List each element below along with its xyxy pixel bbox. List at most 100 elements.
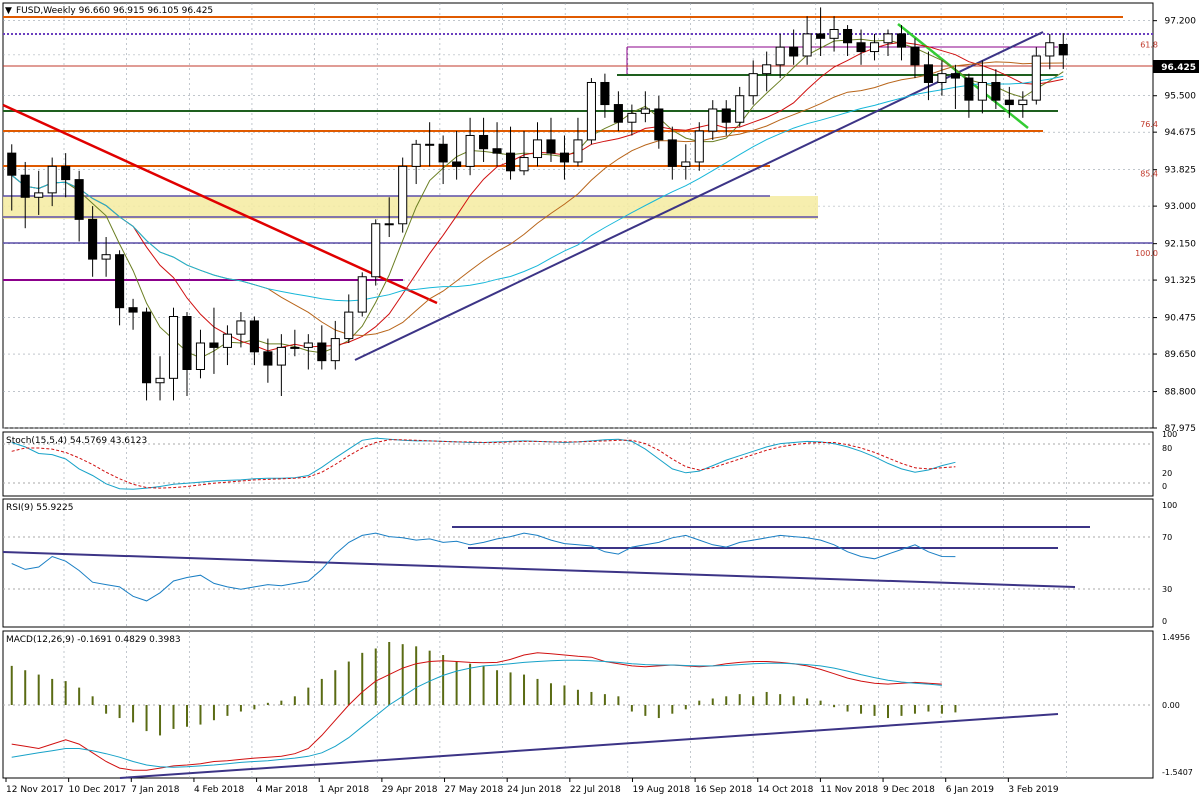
candle-body <box>1018 99 1028 106</box>
price-tick-label: 95.500 <box>1165 92 1197 102</box>
chart-title-icon[interactable]: ▼ <box>5 6 12 16</box>
candle-body <box>573 139 583 163</box>
stoch-tick-label: 20 <box>1162 469 1172 478</box>
rsi-tick-label: 0 <box>1162 617 1167 626</box>
candle-body <box>802 33 812 57</box>
candle-body <box>600 81 610 106</box>
candle-body <box>667 139 677 167</box>
price-tick-label: 87.975 <box>1165 424 1197 434</box>
candle-body <box>209 342 219 348</box>
candle-body <box>1058 44 1068 56</box>
candle-body <box>762 64 772 75</box>
candle-body <box>88 218 98 260</box>
candle-body <box>425 143 435 146</box>
macd-tick-label: 1.4956 <box>1162 633 1190 642</box>
fib-level-label: 85.4 <box>1140 170 1158 179</box>
candle-body <box>681 161 691 167</box>
candle-body <box>964 77 974 101</box>
candle-body <box>532 139 543 159</box>
candle-body <box>991 81 1001 101</box>
time-tick-label: 3 Feb 2019 <box>1008 785 1059 795</box>
time-tick-label: 10 Dec 2017 <box>69 785 127 795</box>
candle-body <box>344 311 354 340</box>
candle-body <box>411 143 421 167</box>
candle-body <box>896 33 907 48</box>
stoch-label: Stoch(15,5,4) 54.5769 43.6123 <box>6 436 147 446</box>
time-tick-label: 12 Nov 2017 <box>6 785 64 795</box>
candle-body <box>721 108 731 123</box>
rsi-tick-label: 70 <box>1162 533 1172 542</box>
candle-body <box>330 338 340 362</box>
candle-body <box>155 377 165 384</box>
candle-body <box>559 152 570 163</box>
candle-body <box>829 28 839 39</box>
candle-body <box>182 316 192 370</box>
price-axis: 97.200 95.500 94.675 93.825 93.000 92.150 91.3… <box>1153 17 1196 434</box>
fib-level-label: 100.0 <box>1135 249 1158 258</box>
last-price-box <box>1153 60 1199 73</box>
candle-body <box>74 179 84 220</box>
candle-body <box>613 104 623 123</box>
candle-body <box>276 346 286 366</box>
time-tick-label: 9 Dec 2018 <box>883 785 935 795</box>
rsi-line <box>11 532 956 602</box>
candle-body <box>843 28 853 44</box>
price-tick-label: 93.825 <box>1165 166 1197 176</box>
price-tick-label: 91.325 <box>1165 276 1197 286</box>
candle-body <box>249 320 259 353</box>
candlestick-series[interactable] <box>7 7 1068 401</box>
candle-body <box>384 223 394 226</box>
candle-body <box>222 333 232 348</box>
time-tick-label: 7 Jan 2018 <box>131 785 179 795</box>
candle-body <box>101 254 111 260</box>
macd-tick-label: -1.5407 <box>1162 768 1193 777</box>
stoch-signal-line <box>11 439 956 489</box>
candle-body <box>950 73 960 79</box>
candle-body <box>505 152 516 172</box>
candle-body <box>1045 42 1055 57</box>
candle-body <box>7 152 17 176</box>
candle-body <box>708 108 718 132</box>
stoch-main-line <box>11 437 956 490</box>
candle-body <box>263 351 273 366</box>
candle-body <box>20 174 30 198</box>
stoch-panel[interactable] <box>2 431 1154 497</box>
price-tick-label: 93.000 <box>1165 202 1197 212</box>
candle-body <box>654 108 664 141</box>
candle-body <box>1004 99 1014 106</box>
price-tick-label: 90.475 <box>1165 314 1197 324</box>
candle-body <box>775 46 785 66</box>
candle-body <box>883 33 893 44</box>
candle-body <box>492 148 502 154</box>
candle-body <box>195 342 206 370</box>
candle-body <box>1031 55 1041 101</box>
candle-body <box>694 130 704 163</box>
candle-body <box>290 346 300 349</box>
price-tick-label: 89.650 <box>1165 350 1197 360</box>
candle-body <box>115 254 125 309</box>
candle-body <box>465 134 475 167</box>
time-tick-label: 6 Jan 2019 <box>946 785 994 795</box>
candle-body <box>627 112 637 123</box>
moving-average-line <box>11 75 1064 302</box>
candle-body <box>748 73 758 97</box>
time-tick-label: 4 Feb 2018 <box>194 785 245 795</box>
candle-body <box>357 276 367 313</box>
candle-body <box>519 157 529 172</box>
candle-body <box>586 81 596 141</box>
macd-signal-line <box>11 659 942 768</box>
candle-body <box>546 139 556 154</box>
candle-body <box>142 311 152 384</box>
rsi-panel[interactable] <box>2 498 1154 628</box>
rsi-tick-label: 100 <box>1162 501 1177 510</box>
candle-body <box>452 161 462 167</box>
macd-indicator: 1.4956 0.00 -1.5407 <box>10 633 1193 777</box>
last-price-label: 96.425 <box>1161 63 1196 73</box>
candle-body <box>479 134 489 150</box>
time-tick-label: 19 Aug 2018 <box>632 785 690 795</box>
rsi-tick-label: 30 <box>1162 585 1172 594</box>
candle-body <box>47 165 57 194</box>
candle-body <box>735 95 745 123</box>
